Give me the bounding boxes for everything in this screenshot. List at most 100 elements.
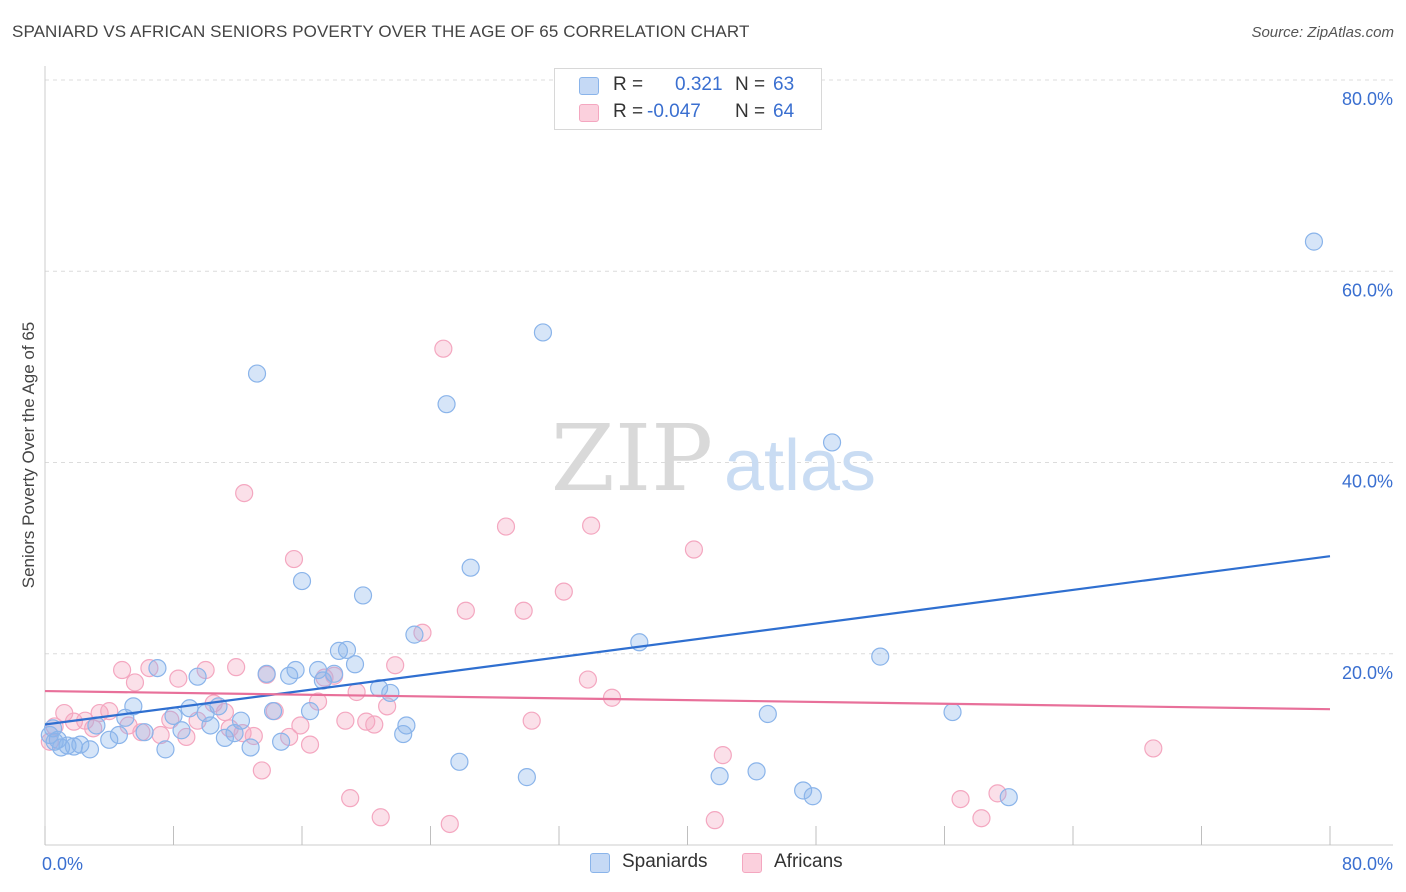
chart-title: SPANIARD VS AFRICAN SENIORS POVERTY OVER… xyxy=(12,22,750,41)
africans-point xyxy=(602,688,622,707)
africans-r-value: -0.047 xyxy=(647,101,701,122)
africans-point xyxy=(988,784,1007,803)
y-tick-label: 80.0% xyxy=(1342,89,1393,109)
africans-legend-label: Africans xyxy=(774,851,843,872)
spaniards-point xyxy=(450,752,469,771)
spaniards-point xyxy=(758,704,777,724)
spaniards-point xyxy=(58,736,77,755)
spaniards-points xyxy=(40,232,1324,807)
spaniards-point xyxy=(300,702,320,721)
africans-point xyxy=(578,670,598,689)
spaniards-point xyxy=(215,728,234,748)
africans-point xyxy=(386,656,405,675)
africans-point xyxy=(514,601,533,620)
spaniards-point xyxy=(943,702,962,722)
africans-n-value: 64 xyxy=(773,101,795,122)
africans-point xyxy=(125,673,145,692)
africans-point xyxy=(341,789,360,808)
africans-point xyxy=(522,711,541,730)
spaniards-point xyxy=(517,768,536,787)
correlation-legend: R = 0.321 N = 63 R = -0.047 N = 64 xyxy=(554,68,822,130)
spaniards-swatch xyxy=(579,77,599,95)
africans-point xyxy=(227,658,246,677)
spaniards-point xyxy=(353,586,373,605)
africans-point xyxy=(434,339,453,358)
x-tick-label-max: 80.0% xyxy=(1342,854,1393,874)
r-label: R = xyxy=(613,74,644,95)
spaniards-n-value: 63 xyxy=(773,74,795,95)
spaniards-point xyxy=(710,767,729,786)
spaniards-point xyxy=(292,571,312,591)
spaniards-point xyxy=(871,647,890,666)
africans-point xyxy=(347,682,366,702)
africans-point xyxy=(713,746,732,765)
watermark-zip: ZIP xyxy=(551,405,713,512)
spaniards-point xyxy=(51,738,71,757)
africans-point xyxy=(365,715,384,734)
spaniards-point xyxy=(188,667,207,686)
spaniards-point xyxy=(437,395,456,414)
africans-point xyxy=(705,811,724,830)
spaniards-point xyxy=(263,702,283,721)
spaniards-legend-swatch xyxy=(590,853,610,873)
source-label: Source: ZipAtlas.com xyxy=(1251,24,1394,41)
spaniards-point xyxy=(241,738,260,757)
spaniards-point xyxy=(345,655,365,674)
axes xyxy=(44,66,1393,846)
y-tick-label: 20.0% xyxy=(1342,663,1393,683)
africans-point xyxy=(972,809,991,828)
spaniards-point xyxy=(381,683,400,703)
spaniards-r-value: 0.321 xyxy=(675,74,723,95)
y-tick-label: 60.0% xyxy=(1342,280,1393,300)
spaniards-point xyxy=(325,664,344,683)
spaniards-point xyxy=(337,640,357,660)
africans-point xyxy=(440,814,459,834)
spaniards-point xyxy=(794,781,813,800)
spaniards-point xyxy=(180,699,199,718)
africans-point xyxy=(291,716,310,735)
spaniards-point xyxy=(71,735,90,754)
trend-lines xyxy=(44,555,1331,726)
spaniards-point xyxy=(822,433,842,452)
spaniards-point xyxy=(999,788,1018,807)
spaniards-point xyxy=(747,762,766,781)
spaniards-point xyxy=(257,664,276,683)
n-label: N = xyxy=(735,101,766,122)
spaniards-point xyxy=(172,721,191,740)
y-tick-label: 40.0% xyxy=(1342,472,1393,492)
africans-point xyxy=(244,726,263,746)
africans-point xyxy=(235,484,254,503)
africans-point xyxy=(951,789,970,809)
africans-point xyxy=(112,660,132,680)
spaniards-point xyxy=(100,730,119,749)
africans-point xyxy=(300,735,320,754)
africans-legend-swatch xyxy=(742,853,762,873)
africans-point xyxy=(336,711,355,730)
africans-point xyxy=(684,540,704,559)
n-label: N = xyxy=(735,74,766,95)
spaniards-point xyxy=(272,732,291,751)
x-tick-label-min: 0.0% xyxy=(42,854,83,874)
africans-point xyxy=(284,549,304,569)
africans-point xyxy=(84,719,103,738)
spaniards-point xyxy=(397,716,416,735)
spaniards-point xyxy=(286,660,305,680)
spaniards-point xyxy=(109,725,128,745)
spaniards-point xyxy=(135,723,154,742)
spaniards-point xyxy=(803,787,822,806)
spaniards-point xyxy=(201,716,220,735)
tick-labels: 80.0% 60.0% 40.0% 20.0% 0.0% 80.0% xyxy=(42,89,1393,874)
africans-point xyxy=(456,601,475,620)
africans-point xyxy=(554,582,573,601)
spaniards-point xyxy=(405,625,424,644)
africans-point xyxy=(169,669,188,688)
spaniards-point xyxy=(156,740,175,759)
africans-point xyxy=(378,697,397,716)
africans-trend-line xyxy=(44,689,1331,711)
spaniards-point xyxy=(1304,232,1324,251)
africans-swatch xyxy=(579,104,599,122)
africans-point xyxy=(371,808,390,827)
r-label: R = xyxy=(613,101,644,122)
watermark: ZIP atlas xyxy=(551,405,876,512)
